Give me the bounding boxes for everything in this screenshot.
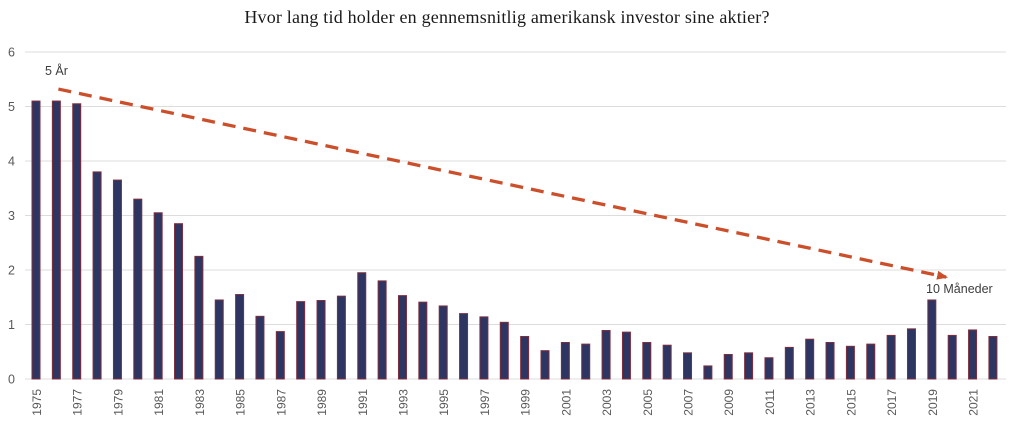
bar	[947, 334, 957, 380]
x-tick-label: 1985	[234, 389, 248, 416]
bar	[112, 179, 122, 380]
y-tick-label: 5	[8, 100, 15, 114]
x-tick-label: 1975	[30, 389, 44, 416]
y-tick-label: 6	[8, 46, 15, 60]
bar	[805, 338, 815, 380]
x-tick-label: 2007	[682, 389, 696, 416]
bar	[72, 103, 82, 380]
x-tick-label: 1991	[356, 389, 370, 416]
bar	[764, 357, 774, 380]
bar	[520, 335, 530, 380]
x-tick-label: 1983	[193, 389, 207, 416]
bar	[744, 352, 754, 380]
bar	[601, 329, 611, 380]
x-tick-label: 1987	[274, 389, 288, 416]
bar	[988, 335, 998, 380]
trend-line	[58, 87, 949, 280]
bar	[825, 341, 835, 380]
bar	[296, 301, 306, 380]
x-tick-label: 1977	[71, 389, 85, 416]
trend-start-label: 5 År	[45, 64, 68, 78]
bar	[194, 255, 204, 380]
bar	[621, 331, 631, 380]
x-tick-label: 1993	[396, 389, 410, 416]
bar	[235, 294, 245, 380]
bar	[336, 295, 346, 380]
chart-title: Hvor lang tid holder en gennemsnitlig am…	[244, 7, 770, 27]
bar	[377, 280, 387, 380]
y-tick-label: 3	[8, 209, 15, 223]
bar	[316, 300, 326, 380]
x-tick-label: 2021	[967, 389, 981, 416]
bar	[499, 321, 509, 380]
bar	[723, 353, 733, 380]
bar	[683, 352, 693, 380]
bar	[784, 346, 794, 380]
x-tick-label: 2011	[763, 389, 777, 415]
bar	[886, 334, 896, 380]
bar	[275, 331, 285, 380]
y-tick-label: 0	[8, 373, 15, 387]
y-tick-label: 1	[8, 318, 15, 332]
y-tick-label: 2	[8, 264, 15, 278]
bar	[642, 341, 652, 380]
y-tick-label: 4	[8, 155, 15, 169]
x-tick-label: 2005	[641, 389, 655, 416]
x-tick-label: 2001	[559, 389, 573, 416]
bar	[92, 171, 102, 380]
bar	[397, 295, 407, 380]
x-tick-label: 1979	[111, 389, 125, 416]
bar	[845, 345, 855, 380]
x-tick-label: 2017	[885, 389, 899, 416]
x-tick-label: 2013	[804, 389, 818, 416]
trend-end-label: 10 Måneder	[926, 282, 993, 296]
bar	[153, 212, 163, 380]
bar	[174, 223, 184, 380]
bar	[703, 365, 713, 380]
x-tick-label: 2015	[844, 389, 858, 416]
x-tick-label: 1997	[478, 389, 492, 416]
bar	[357, 272, 367, 380]
bar	[968, 329, 978, 380]
bar	[479, 316, 489, 380]
x-tick-label: 1999	[519, 389, 533, 416]
x-tick-label: 2019	[926, 389, 940, 416]
bar	[133, 198, 143, 380]
x-tick-label: 1995	[437, 389, 451, 416]
bar	[927, 299, 937, 380]
bar	[866, 343, 876, 380]
bar	[31, 100, 41, 380]
bar	[581, 343, 591, 380]
bar	[438, 305, 448, 380]
bar	[662, 344, 672, 380]
bar	[51, 100, 61, 380]
bar	[560, 341, 570, 380]
bar	[418, 301, 428, 380]
bar	[459, 313, 469, 380]
bar	[214, 299, 224, 380]
bar	[906, 328, 916, 380]
x-tick-label: 2003	[600, 389, 614, 416]
bar	[540, 350, 550, 380]
bar	[255, 315, 265, 380]
x-tick-label: 2009	[722, 389, 736, 416]
x-tick-label: 1981	[152, 389, 166, 416]
x-tick-label: 1989	[315, 389, 329, 416]
